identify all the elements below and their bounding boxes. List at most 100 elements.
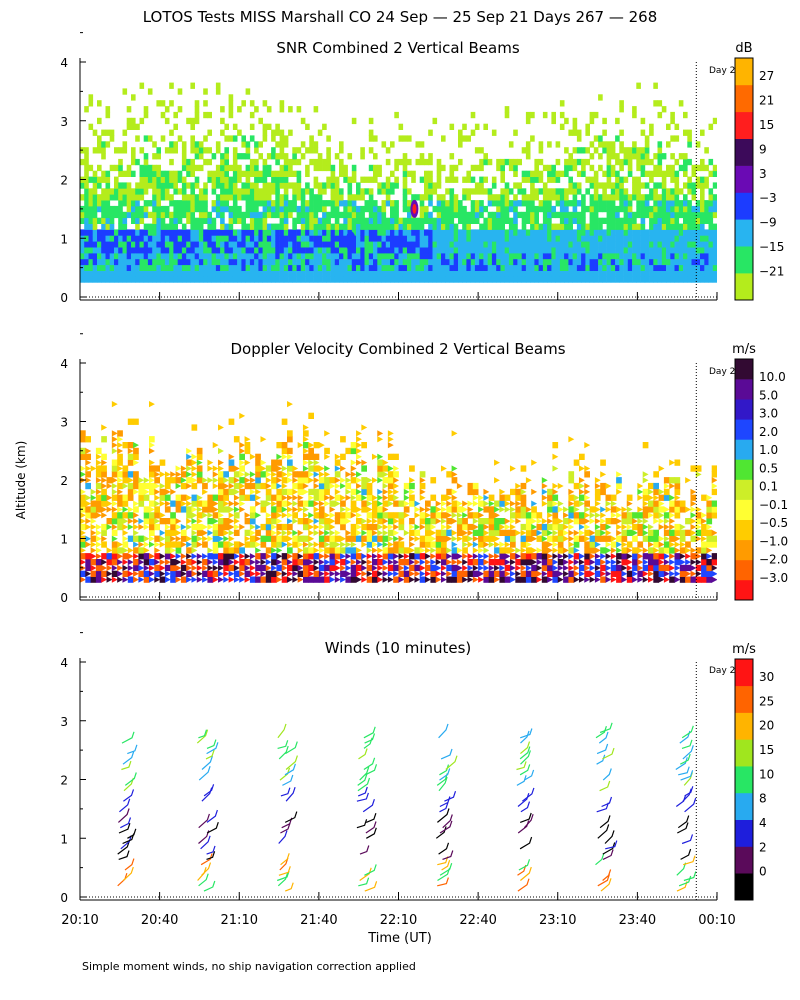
data-field (80, 82, 717, 283)
doppler-cell (175, 564, 182, 572)
snr-cell (164, 211, 170, 219)
snr-cell (169, 258, 174, 266)
snr-cell (198, 229, 204, 236)
doppler-cell (637, 488, 644, 496)
snr-cell (368, 235, 374, 242)
snr-cell (525, 211, 531, 219)
snr-cell (708, 158, 714, 166)
doppler-cell (345, 471, 352, 478)
doppler-cell (414, 523, 421, 531)
snr-cell (695, 182, 701, 189)
snr-cell (368, 241, 374, 248)
snr-cell (708, 123, 714, 130)
snr-cell (708, 188, 714, 195)
doppler-cell (95, 547, 102, 554)
snr-cell (466, 135, 471, 142)
doppler-cell (260, 541, 267, 548)
snr-cell (283, 223, 289, 230)
colorbar-segment (735, 165, 753, 193)
snr-cell (615, 264, 620, 271)
snr-cell (177, 217, 183, 224)
doppler-cell (292, 465, 299, 472)
doppler-cell (111, 547, 118, 554)
snr-cell (615, 235, 620, 242)
snr-cell (198, 141, 204, 148)
doppler-cell (101, 500, 107, 507)
doppler-cell (202, 477, 208, 484)
snr-cell (381, 264, 387, 271)
doppler-cell (186, 541, 193, 548)
snr-cell (683, 229, 688, 236)
snr-cell (704, 270, 709, 277)
snr-cell (525, 276, 531, 283)
doppler-cell (324, 529, 331, 536)
snr-cell (530, 252, 535, 260)
snr-cell (712, 258, 717, 266)
doppler-cell (95, 482, 102, 490)
doppler-cell (541, 576, 548, 583)
doppler-cell (531, 558, 538, 566)
doppler-cell (90, 512, 97, 519)
snr-cell (317, 188, 323, 195)
snr-cell (695, 164, 701, 172)
doppler-cell (265, 518, 272, 525)
snr-cell (491, 235, 497, 242)
snr-cell (462, 241, 467, 248)
snr-cell (441, 264, 446, 271)
snr-cell (712, 194, 717, 201)
snr-cell (542, 258, 548, 266)
snr-cell (581, 258, 586, 266)
snr-cell (542, 223, 548, 230)
doppler-cell (393, 453, 399, 460)
snr-cell (143, 229, 149, 236)
snr-cell (177, 200, 183, 207)
doppler-cell (440, 523, 447, 531)
doppler-cell (329, 559, 336, 566)
snr-cell (207, 276, 212, 283)
snr-cell (126, 194, 132, 201)
snr-cell (606, 200, 612, 207)
doppler-cell (456, 570, 463, 577)
snr-cell (305, 147, 310, 154)
snr-cell (487, 229, 493, 236)
doppler-cell (260, 576, 267, 583)
snr-cell (385, 258, 391, 266)
snr-cell (462, 235, 467, 242)
snr-cell (559, 276, 565, 283)
snr-cell (122, 235, 128, 242)
snr-cell (254, 241, 259, 248)
doppler-cell (218, 459, 224, 466)
snr-cell (305, 270, 310, 277)
doppler-cell (324, 535, 330, 542)
snr-cell (627, 194, 633, 201)
doppler-cell (557, 553, 564, 560)
snr-cell (653, 82, 658, 89)
snr-cell (683, 276, 688, 283)
doppler-cell (387, 500, 394, 507)
doppler-cell (281, 442, 288, 449)
snr-cell (275, 258, 280, 266)
snr-cell (203, 194, 208, 201)
snr-cell (88, 270, 94, 277)
snr-cell (687, 223, 692, 230)
snr-cell (691, 164, 697, 172)
snr-cell (143, 241, 149, 248)
snr-cell (118, 211, 123, 219)
doppler-cell (552, 482, 559, 490)
snr-cell (173, 182, 178, 189)
doppler-cell (249, 535, 256, 542)
snr-cell (695, 229, 701, 236)
snr-cell (585, 264, 590, 271)
doppler-cell (340, 547, 346, 554)
snr-cell (632, 252, 637, 260)
snr-cell (610, 170, 616, 177)
snr-cell (436, 182, 442, 189)
snr-cell (364, 264, 370, 271)
doppler-cell (255, 576, 261, 583)
doppler-cell (154, 576, 161, 583)
doppler-cell (297, 506, 304, 513)
snr-cell (118, 188, 123, 195)
snr-cell (177, 276, 183, 283)
snr-cell (160, 194, 166, 201)
doppler-cell (143, 553, 150, 560)
